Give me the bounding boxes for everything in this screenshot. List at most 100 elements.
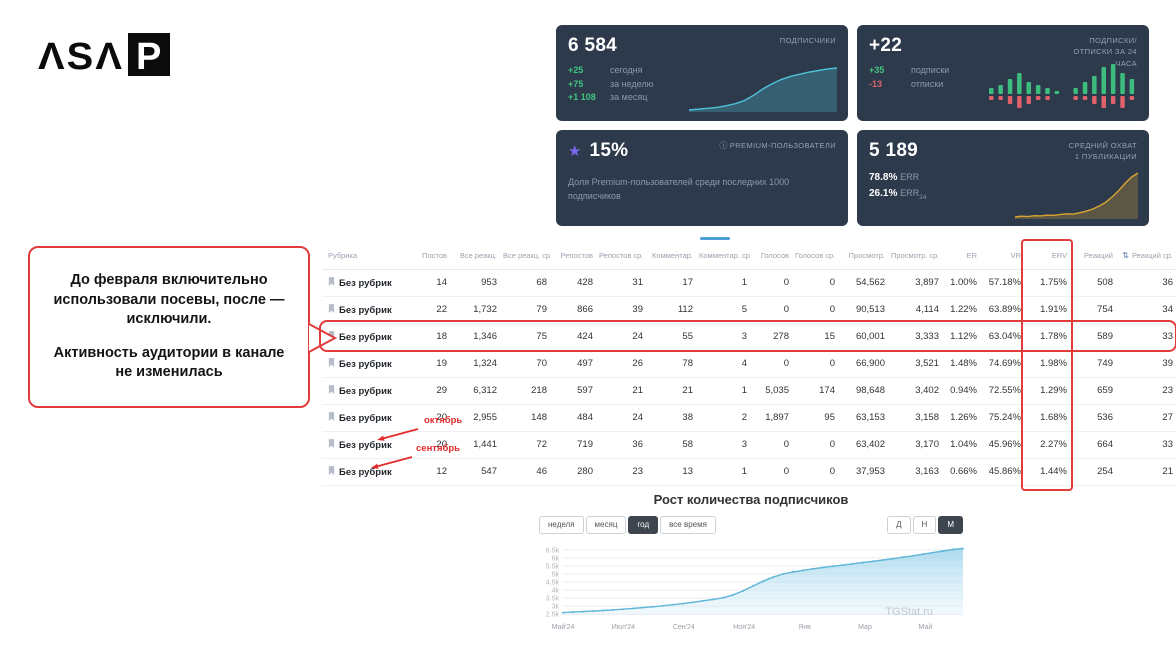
stat-cell: 68 — [500, 269, 550, 297]
stat-cell: 37,953 — [838, 458, 888, 486]
tgstat-watermark: TGStat.ru — [885, 606, 933, 618]
range-button[interactable]: месяц — [585, 516, 627, 534]
rubric-cell[interactable]: Без рубрик — [322, 296, 410, 324]
data-point — [812, 567, 814, 570]
card-subs-unsubs: +22 ПОДПИСКИ/ОТПИСКИ ЗА 24 ЧАСА +35 подпи… — [857, 25, 1149, 121]
rubric-label: Без рубрик — [339, 466, 392, 478]
stat-cell: 3 — [696, 323, 750, 351]
bar-down — [1073, 96, 1078, 100]
data-point — [572, 610, 574, 613]
column-header[interactable]: Рубрика — [322, 243, 410, 270]
data-point — [612, 608, 614, 611]
bookmark-icon — [328, 384, 335, 394]
stat-cell: 55 — [646, 323, 696, 351]
stat-cell: 3 — [696, 431, 750, 459]
stat-cell: 1.78% — [1024, 323, 1070, 351]
granularity-button[interactable]: Н — [912, 516, 937, 534]
data-point — [652, 605, 654, 608]
range-button[interactable]: все время — [660, 516, 716, 534]
stat-cell: 14 — [410, 269, 450, 297]
callout-box: До февраля включительно использовали пос… — [28, 246, 310, 408]
bar-down — [1110, 96, 1116, 104]
range-button[interactable]: год — [628, 516, 659, 534]
data-point — [622, 607, 624, 610]
table-header-row: Рубрика Постов Все реакц. Все реакц. ср. Реп… — [322, 243, 1176, 270]
column-header[interactable]: Голосов ср. — [792, 243, 838, 270]
stat-cell: 74.69% — [980, 350, 1024, 378]
column-header[interactable]: Реакций — [1070, 243, 1116, 270]
stat-cell: 12 — [410, 458, 450, 486]
range-button[interactable]: неделя — [539, 516, 584, 534]
bar-down — [1120, 96, 1125, 108]
rubric-cell[interactable]: Без рубрик — [322, 377, 410, 405]
stat-cell: 21 — [1116, 458, 1176, 486]
bar-down — [1082, 96, 1088, 100]
column-header[interactable]: Все реакц. ср. — [500, 243, 550, 270]
rubric-cell[interactable]: Без рубрик — [322, 404, 410, 432]
card-subscribers: 6 584 ПОДПИСЧИКИ +25 сегодня +75 за неделю… — [556, 25, 848, 121]
bar-down — [989, 96, 994, 100]
bookmark-icon — [328, 438, 335, 448]
table-row: Без рубрик 20 2,955 148 484 24 38 2 1,897 95 63,15… — [322, 404, 1176, 432]
column-header[interactable]: ERV — [1024, 243, 1070, 270]
bar-up — [1017, 73, 1022, 94]
data-point — [742, 589, 744, 592]
column-header[interactable]: Репостов — [550, 243, 596, 270]
rubric-label: Без рубрик — [339, 385, 392, 397]
premium-label: ⓘ PREMIUM-ПОЛЬЗОВАТЕЛИ — [719, 140, 836, 152]
data-point — [932, 551, 934, 554]
arrow-october-icon — [377, 428, 419, 441]
column-header[interactable]: Репостов ср. — [596, 243, 646, 270]
x-tick-label: Мар — [858, 624, 872, 631]
data-point — [852, 562, 854, 565]
y-tick-label: 4k — [552, 587, 560, 594]
column-header[interactable]: ER — [942, 243, 980, 270]
column-header[interactable]: Голосов — [750, 243, 792, 270]
premium-description: Доля Premium-пользователей среди последн… — [568, 177, 790, 201]
bar-down — [1045, 96, 1050, 100]
stat-cell: 3,163 — [888, 458, 942, 486]
stat-cell: 1.48% — [942, 350, 980, 378]
data-point — [882, 558, 884, 561]
growth-section: Рост количества подписчиков неделя месяц г… — [535, 492, 967, 639]
stat-cell: 78 — [646, 350, 696, 378]
rubric-cell[interactable]: Без рубрик — [322, 323, 410, 351]
x-tick-label: Ноя'24 — [733, 624, 755, 631]
bookmark-icon — [328, 303, 335, 313]
column-header[interactable]: VR — [980, 243, 1024, 270]
growth-title: Рост количества подписчиков — [653, 492, 849, 507]
column-header[interactable]: Просмотр. ср. — [888, 243, 942, 270]
delta-row: +25 сегодня — [568, 64, 836, 78]
stat-cell: 1 — [696, 458, 750, 486]
stat-cell: 148 — [500, 404, 550, 432]
granularity-button[interactable]: Д — [887, 516, 911, 534]
stat-cell: 6,312 — [450, 377, 500, 405]
rubric-cell[interactable]: Без рубрик — [322, 350, 410, 378]
column-header[interactable]: ⇅ Реакций ср. — [1116, 243, 1176, 270]
column-header[interactable]: Все реакц. — [450, 243, 500, 270]
column-header[interactable]: Постов — [410, 243, 450, 270]
stat-cell: 1.68% — [1024, 404, 1070, 432]
column-header[interactable]: Просмотр. — [838, 243, 888, 270]
delta-period: отписки — [911, 78, 944, 89]
stat-cell: 3,333 — [888, 323, 942, 351]
bar-up — [1129, 79, 1135, 94]
column-header[interactable]: Комментар. — [646, 243, 696, 270]
stat-cell: 1,732 — [450, 296, 500, 324]
stat-cell: 21 — [646, 377, 696, 405]
stat-cell: 953 — [450, 269, 500, 297]
stat-cell: 1 — [696, 269, 750, 297]
stat-cell: 1.44% — [1024, 458, 1070, 486]
stat-cell: 34 — [1116, 296, 1176, 324]
stat-cell: 1.00% — [942, 269, 980, 297]
data-point — [722, 596, 724, 599]
column-header[interactable]: Комментар. ср. — [696, 243, 750, 270]
rubric-cell[interactable]: Без рубрик — [322, 269, 410, 297]
logo-text: ΛSΛ — [38, 36, 124, 78]
bar-up — [998, 85, 1003, 94]
granularity-button[interactable]: М — [938, 516, 963, 534]
rubric-cell[interactable]: Без рубрик — [322, 458, 410, 486]
bar-up — [1110, 64, 1116, 94]
y-tick-label: 3.5k — [546, 595, 560, 602]
stat-cards: 6 584 ПОДПИСЧИКИ +25 сегодня +75 за неделю… — [556, 25, 1149, 226]
